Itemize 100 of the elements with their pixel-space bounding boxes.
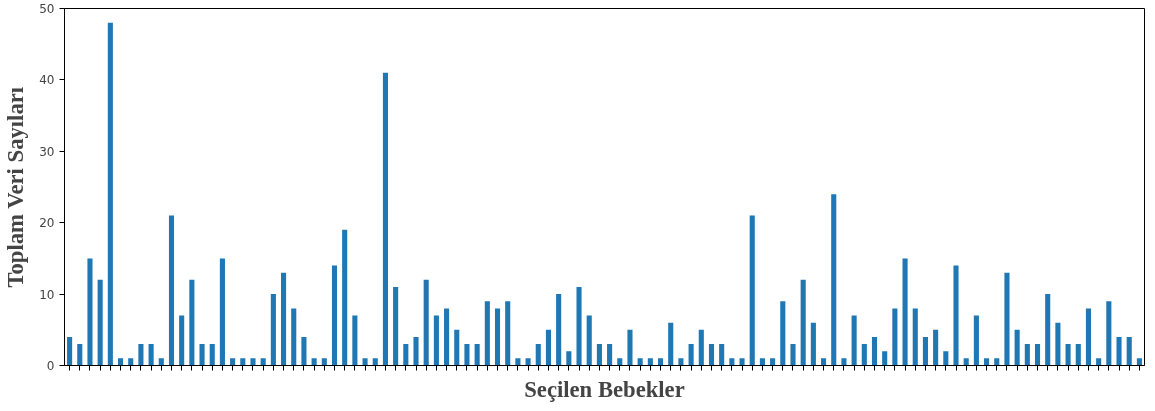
bar [1126, 336, 1132, 366]
bar [892, 308, 898, 366]
bar [810, 322, 816, 366]
bar [994, 358, 1000, 366]
bar [647, 358, 653, 366]
bar [953, 265, 959, 366]
bar [759, 358, 765, 366]
bar [1055, 322, 1061, 366]
bar [1065, 344, 1071, 366]
bar [148, 344, 154, 366]
bar [413, 336, 419, 366]
bar [301, 336, 307, 366]
bar [67, 336, 73, 366]
bar [535, 344, 541, 366]
bar [87, 258, 93, 366]
bar [607, 344, 613, 366]
y-tick-label: 30 [39, 144, 55, 159]
bar [464, 344, 470, 366]
y-tick-label: 20 [39, 216, 55, 231]
bar [240, 358, 246, 366]
bar [1116, 336, 1122, 366]
bar [943, 351, 949, 366]
bar [321, 358, 327, 366]
bar [831, 194, 837, 366]
bar [973, 315, 979, 366]
bar [1004, 272, 1010, 366]
bar [902, 258, 908, 366]
bar [1014, 329, 1020, 366]
bar [871, 336, 878, 366]
bar [637, 358, 643, 366]
y-tick-label: 10 [39, 287, 55, 302]
bar [219, 258, 225, 366]
bar [678, 358, 684, 366]
bar [729, 358, 735, 366]
bar [158, 358, 164, 366]
bar [556, 294, 562, 366]
bar [403, 344, 409, 366]
bar [515, 358, 521, 366]
bar [922, 336, 928, 366]
bar [1024, 344, 1030, 366]
bar [474, 344, 480, 366]
bar [107, 22, 113, 366]
bar [851, 315, 857, 366]
bar [494, 308, 501, 366]
bar [372, 358, 378, 366]
bar [260, 358, 266, 366]
bar [362, 358, 368, 366]
bar [1034, 344, 1041, 366]
bar [352, 315, 358, 366]
bar [739, 358, 745, 366]
bar [168, 215, 175, 366]
bar [382, 72, 388, 366]
bar [1136, 358, 1142, 366]
bar [984, 358, 990, 366]
bar [800, 279, 806, 366]
bar [189, 279, 195, 366]
bar [209, 344, 215, 366]
bar [433, 315, 439, 366]
bar [77, 344, 83, 366]
bar [586, 315, 592, 366]
bar [963, 358, 969, 366]
bar [749, 215, 755, 366]
bar [912, 308, 918, 366]
bar [668, 322, 674, 366]
bar [342, 229, 348, 366]
bar [423, 279, 429, 366]
y-tick-label: 0 [46, 359, 55, 373]
bar [199, 344, 205, 366]
bar [627, 329, 633, 366]
y-axis-title: Toplam Veri Sayıları [3, 86, 29, 288]
bar [719, 344, 725, 366]
bar [545, 329, 552, 366]
bar [780, 301, 786, 366]
bar [1075, 344, 1081, 366]
bar [179, 315, 185, 366]
bar [281, 272, 287, 366]
bar [617, 358, 623, 366]
bar [861, 344, 867, 366]
bar [596, 344, 602, 366]
bar [708, 344, 715, 366]
bar [270, 294, 276, 366]
bar [882, 351, 888, 366]
bar [1085, 308, 1092, 366]
y-tick-label: 50 [39, 2, 55, 16]
bar [393, 286, 399, 366]
bar [566, 351, 572, 366]
bar [230, 358, 236, 366]
bar [841, 358, 847, 366]
bar [790, 344, 796, 366]
bar [444, 308, 450, 366]
bar [484, 301, 490, 366]
bar [933, 329, 939, 366]
bar [454, 329, 460, 366]
bar [821, 358, 827, 366]
bar [331, 265, 338, 366]
bar [117, 358, 124, 366]
bar [138, 344, 144, 366]
y-tick-label: 40 [39, 73, 55, 88]
bar [698, 329, 704, 366]
bar [657, 358, 664, 366]
